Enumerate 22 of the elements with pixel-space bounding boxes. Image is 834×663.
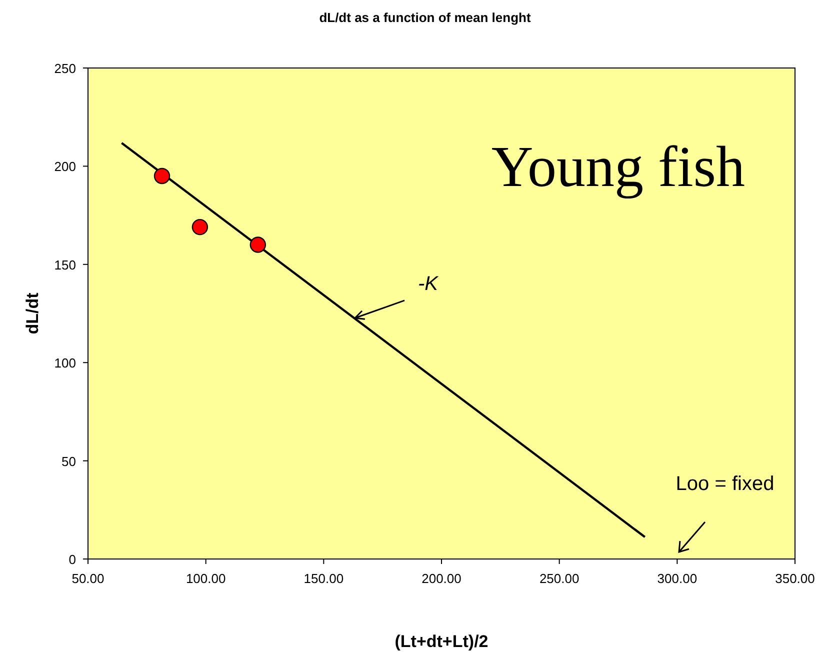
y-tick-label: 100 xyxy=(54,356,76,371)
x-tick-label: 150.00 xyxy=(304,571,344,586)
x-tick-label: 100.00 xyxy=(186,571,226,586)
annotation: Young fish xyxy=(491,134,745,199)
x-axis-title: (Lt+dt+Lt)/2 xyxy=(394,632,488,651)
annotation: Loo = fixed xyxy=(676,473,774,495)
annotation: -K xyxy=(418,273,440,296)
y-tick-label: 50 xyxy=(62,454,76,469)
point xyxy=(192,218,208,236)
y-tick-label: 150 xyxy=(54,257,76,272)
x-tick-label: 350.00 xyxy=(775,571,815,586)
y-tick-label: 0 xyxy=(68,552,76,567)
chart-title: dL/dt as a function of mean lenght xyxy=(319,10,532,25)
point xyxy=(154,168,170,184)
y-tick-label: 250 xyxy=(54,61,76,76)
y-tick-label: 200 xyxy=(54,159,76,174)
x-tick-label: 300.00 xyxy=(657,571,698,586)
point xyxy=(250,236,266,253)
x-tick-label: 50.00 xyxy=(72,571,104,586)
y-axis-title: dL/dt xyxy=(23,292,42,334)
x-tick-label: 250.00 xyxy=(539,571,580,586)
x-tick-label: 200.00 xyxy=(422,571,462,586)
